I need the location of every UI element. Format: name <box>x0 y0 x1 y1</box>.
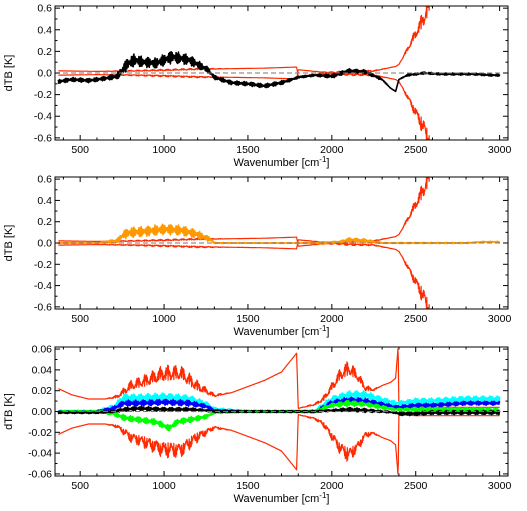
x-tick-label: 500 <box>71 144 89 156</box>
panel-1: 500 1000 1500 2000 2500 3000 -0.6 -0.4 -0.2 0.0 0.… <box>3 3 512 169</box>
panel-2: 500 1000 1500 2000 2500 3000 -0.6 -0.4 -0.2 0.0 0.… <box>3 174 512 338</box>
y-tick-label: 0.04 <box>32 364 53 376</box>
x-axis-label: Wavenumber [cm-1] <box>234 155 330 169</box>
x-tick-label: 500 <box>71 480 89 492</box>
y-tick-label: 0.4 <box>37 195 52 207</box>
x-tick-label: 2000 <box>320 144 344 156</box>
y-tick-label: 0.6 <box>37 3 52 15</box>
series-line-mirror <box>58 239 498 309</box>
x-axis-label: Wavenumber [cm-1] <box>234 324 330 338</box>
y-axis-label: dTB [K] <box>3 393 15 430</box>
x-axis-label-exponent: -1 <box>319 324 327 333</box>
y-tick-label: -0.4 <box>34 280 52 292</box>
y-tick-label: -0.2 <box>34 259 52 271</box>
x-tick-label: 1000 <box>152 480 176 492</box>
series-line <box>58 6 498 77</box>
x-tick-label: 2500 <box>404 480 428 492</box>
x-axis-label-main: Wavenumber [cm <box>234 493 320 505</box>
y-axis-label: dTB [K] <box>3 55 15 92</box>
y-tick-label: -0.2 <box>34 89 52 101</box>
x-axis-label-end: ] <box>326 493 329 505</box>
y-tick-label: -0.6 <box>34 132 52 144</box>
x-tick-label: 3000 <box>488 313 512 325</box>
x-tick-label: 2000 <box>320 313 344 325</box>
y-tick-label: 0.2 <box>37 46 52 58</box>
x-axis-label-exponent: -1 <box>319 155 327 164</box>
x-tick-label: 2000 <box>320 480 344 492</box>
x-tick-label: 1500 <box>236 313 260 325</box>
panel-3: 500 1000 1500 2000 2500 3000 -0.06 -0.04 -0.02 0.… <box>3 344 511 505</box>
plot-area <box>55 177 508 309</box>
y-tick-label: -0.04 <box>28 448 52 460</box>
x-axis-label-main: Wavenumber [cm <box>234 326 320 338</box>
y-tick-label: 0.00 <box>32 406 53 418</box>
y-tick-label: 0.0 <box>37 68 52 80</box>
x-tick-label: 2500 <box>404 313 428 325</box>
x-tick-label: 1000 <box>152 313 176 325</box>
x-tick-label: 1500 <box>236 144 260 156</box>
x-axis-label-exponent: -1 <box>319 491 327 500</box>
x-axis-label-main: Wavenumber [cm <box>234 157 320 169</box>
x-axis-label-end: ] <box>326 157 329 169</box>
x-tick-label: 2500 <box>404 144 428 156</box>
series-line <box>58 177 498 247</box>
series-line-mirror <box>58 414 500 475</box>
x-tick-label: 3000 <box>488 480 512 492</box>
y-axis-label: dTB [K] <box>3 225 15 262</box>
y-tick-label: 0.06 <box>32 344 53 356</box>
x-tick-label: 500 <box>71 313 89 325</box>
series-line-mirror <box>58 69 498 140</box>
plot-area <box>55 348 508 475</box>
x-tick-label: 1000 <box>152 144 176 156</box>
y-tick-label: 0.6 <box>37 174 52 186</box>
plot-area <box>55 6 508 140</box>
x-tick-label: 3000 <box>488 144 512 156</box>
y-tick-label: -0.6 <box>34 301 52 313</box>
x-axis-label-end: ] <box>326 326 329 338</box>
y-tick-label: 0.4 <box>37 24 52 36</box>
y-tick-label: 0.02 <box>32 385 53 397</box>
y-tick-label: 0.2 <box>37 216 52 228</box>
y-tick-label: -0.4 <box>34 111 52 123</box>
y-tick-label: -0.02 <box>28 427 52 439</box>
y-tick-label: -0.06 <box>28 468 52 480</box>
x-tick-label: 1500 <box>236 480 260 492</box>
x-axis-label: Wavenumber [cm-1] <box>234 491 330 505</box>
y-tick-label: 0.0 <box>37 238 52 250</box>
